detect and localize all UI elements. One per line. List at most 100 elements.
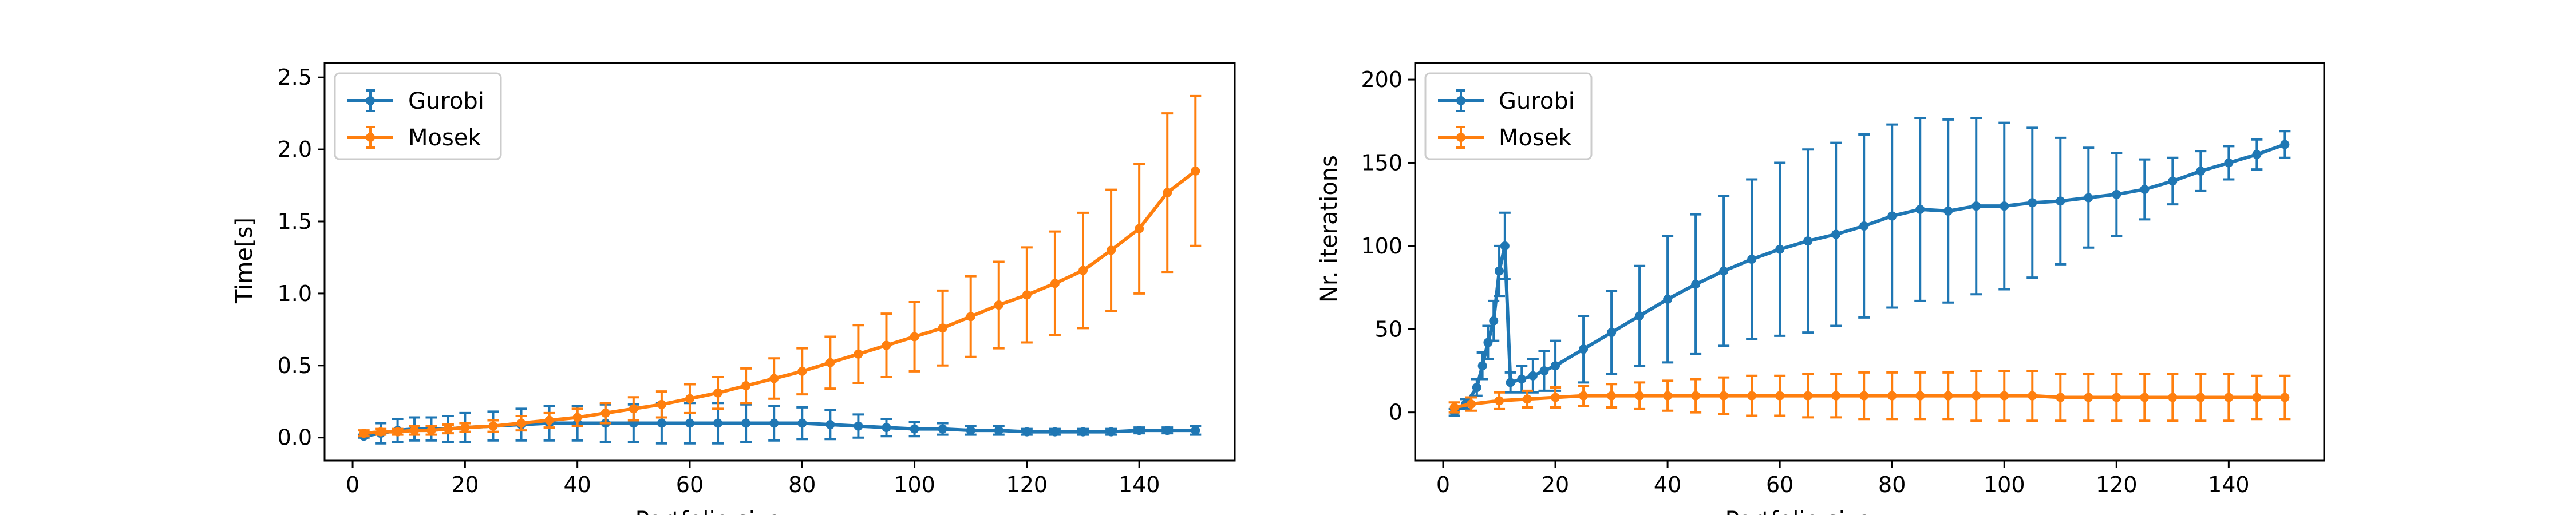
time-chart-xtick-label: 40 xyxy=(563,472,591,497)
iterations-chart-point-gurobi xyxy=(1943,206,1953,216)
iterations-chart-point-gurobi xyxy=(2000,201,2009,211)
time-chart-ytick-label: 0.5 xyxy=(278,353,312,378)
iterations-chart-point-gurobi xyxy=(1747,255,1757,264)
time-chart-legend: Gurobi Mosek xyxy=(334,72,502,160)
time-chart-legend-dot-gurobi xyxy=(366,96,375,105)
time-chart-point-gurobi xyxy=(1050,427,1060,437)
iterations-chart-point-gurobi xyxy=(2252,149,2262,159)
iterations-chart-point-mosek xyxy=(2140,393,2150,402)
iterations-chart-series-mosek xyxy=(1448,369,2291,422)
time-chart-point-mosek xyxy=(1050,279,1060,288)
iterations-chart-point-mosek xyxy=(1859,391,1869,401)
time-chart-point-mosek xyxy=(544,415,554,425)
iterations-chart-point-mosek xyxy=(2112,393,2121,402)
iterations-chart-point-mosek xyxy=(1523,394,1532,404)
iterations-chart-point-gurobi xyxy=(1579,344,1589,354)
time-chart-point-mosek xyxy=(854,349,863,359)
iterations-chart-point-gurobi xyxy=(2196,167,2206,176)
iterations-chart-xtick-label: 140 xyxy=(2208,472,2250,497)
time-chart-point-mosek xyxy=(966,312,975,322)
iterations-chart-ytick-label: 200 xyxy=(1361,67,1402,92)
iterations-chart-legend-label-mosek: Mosek xyxy=(1499,125,1572,151)
time-chart-point-mosek xyxy=(1022,290,1032,300)
iterations-chart-point-mosek xyxy=(2056,393,2065,402)
time-chart-point-gurobi xyxy=(938,424,947,434)
time-chart-point-mosek xyxy=(572,413,582,422)
time-chart-xtick-label: 0 xyxy=(346,472,359,497)
iterations-chart-xtick-label: 120 xyxy=(2096,472,2138,497)
time-chart-point-mosek xyxy=(488,421,498,431)
iterations-chart-point-gurobi xyxy=(1971,201,1981,211)
iterations-chart-point-mosek xyxy=(1449,402,1459,412)
time-chart-point-mosek xyxy=(1078,266,1088,275)
iterations-chart-point-mosek xyxy=(1971,391,1981,401)
time-chart-point-mosek xyxy=(685,394,694,403)
iterations-chart-point-gurobi xyxy=(1551,361,1560,371)
time-chart-point-gurobi xyxy=(1078,427,1088,437)
iterations-chart-point-mosek xyxy=(1915,391,1925,401)
iterations-chart-legend: Gurobi Mosek xyxy=(1424,72,1593,160)
time-chart-legend-marker-mosek xyxy=(347,126,393,149)
iterations-chart-point-mosek xyxy=(2084,393,2093,402)
time-chart-point-gurobi xyxy=(657,418,666,428)
time-chart-point-gurobi xyxy=(825,420,835,430)
time-chart-line-mosek xyxy=(364,169,1197,435)
time-chart-point-mosek xyxy=(393,427,402,437)
time-chart-ytick-label: 0.0 xyxy=(278,425,312,450)
iterations-chart-legend-dot-gurobi xyxy=(1456,96,1465,105)
iterations-chart-point-gurobi xyxy=(1607,328,1617,338)
iterations-chart-legend-marker-gurobi xyxy=(1438,89,1484,112)
time-chart-series-mosek xyxy=(358,94,1202,438)
time-chart-point-mosek xyxy=(657,399,666,409)
iterations-chart-point-gurobi xyxy=(1506,378,1515,387)
iterations-chart-ytick-label: 0 xyxy=(1389,400,1402,425)
iterations-chart-xlabel: Portfolio size xyxy=(1725,507,1871,515)
time-chart-point-gurobi xyxy=(910,424,919,434)
time-chart-point-gurobi xyxy=(966,426,975,435)
iterations-chart-point-mosek xyxy=(1551,393,1560,402)
iterations-chart-point-gurobi xyxy=(2168,176,2178,186)
iterations-chart-point-mosek xyxy=(2168,393,2178,402)
time-chart-xtick-label: 100 xyxy=(894,472,935,497)
time-chart-point-gurobi xyxy=(882,423,891,433)
time-chart-point-gurobi xyxy=(854,421,863,431)
iterations-chart-point-mosek xyxy=(1607,391,1617,401)
time-chart-xtick-label: 20 xyxy=(451,472,479,497)
iterations-chart-xtick-label: 100 xyxy=(1984,472,2025,497)
time-chart-point-mosek xyxy=(460,423,470,433)
iterations-chart-xtick-label: 60 xyxy=(1766,472,1793,497)
iterations-chart-point-mosek xyxy=(2000,391,2009,401)
iterations-chart-point-mosek xyxy=(1775,391,1785,401)
iterations-chart-point-gurobi xyxy=(1528,371,1538,381)
iterations-chart-point-mosek xyxy=(2252,393,2262,402)
iterations-chart-ytick-label: 50 xyxy=(1375,316,1402,342)
iterations-chart-legend-label-gurobi: Gurobi xyxy=(1499,88,1575,114)
time-chart-point-mosek xyxy=(629,404,638,414)
iterations-chart-point-gurobi xyxy=(1483,338,1493,347)
time-chart-legend-label-mosek: Mosek xyxy=(408,125,481,151)
iterations-chart-xtick-label: 80 xyxy=(1878,472,1906,497)
time-chart-point-mosek xyxy=(516,418,526,428)
iterations-chart-point-mosek xyxy=(1467,399,1476,409)
time-chart-ytick-label: 2.5 xyxy=(278,65,312,90)
time-chart-point-mosek xyxy=(376,427,386,437)
iterations-chart-series-gurobi xyxy=(1448,116,2291,417)
iterations-chart-ytick-label: 150 xyxy=(1361,150,1402,175)
iterations-chart-point-gurobi xyxy=(1663,294,1673,304)
iterations-chart-xtick-label: 20 xyxy=(1542,472,1569,497)
time-chart-point-gurobi xyxy=(741,418,751,428)
iterations-chart-point-gurobi xyxy=(1915,204,1925,214)
time-chart-point-mosek xyxy=(825,358,835,367)
time-chart-point-gurobi xyxy=(1163,426,1172,435)
iterations-chart-point-gurobi xyxy=(1517,374,1527,384)
time-chart-point-mosek xyxy=(426,426,436,435)
iterations-chart-point-gurobi xyxy=(1691,279,1701,289)
iterations-chart-frame xyxy=(1414,62,2325,462)
iterations-chart-point-gurobi xyxy=(2028,198,2037,208)
iterations-chart-point-gurobi xyxy=(1775,244,1785,254)
iterations-chart-point-mosek xyxy=(2280,393,2290,402)
time-chart-point-mosek xyxy=(713,388,723,398)
time-chart-xlabel: Portfolio size xyxy=(635,507,781,515)
time-chart-point-gurobi xyxy=(994,426,1003,435)
time-chart-point-mosek xyxy=(882,340,891,350)
